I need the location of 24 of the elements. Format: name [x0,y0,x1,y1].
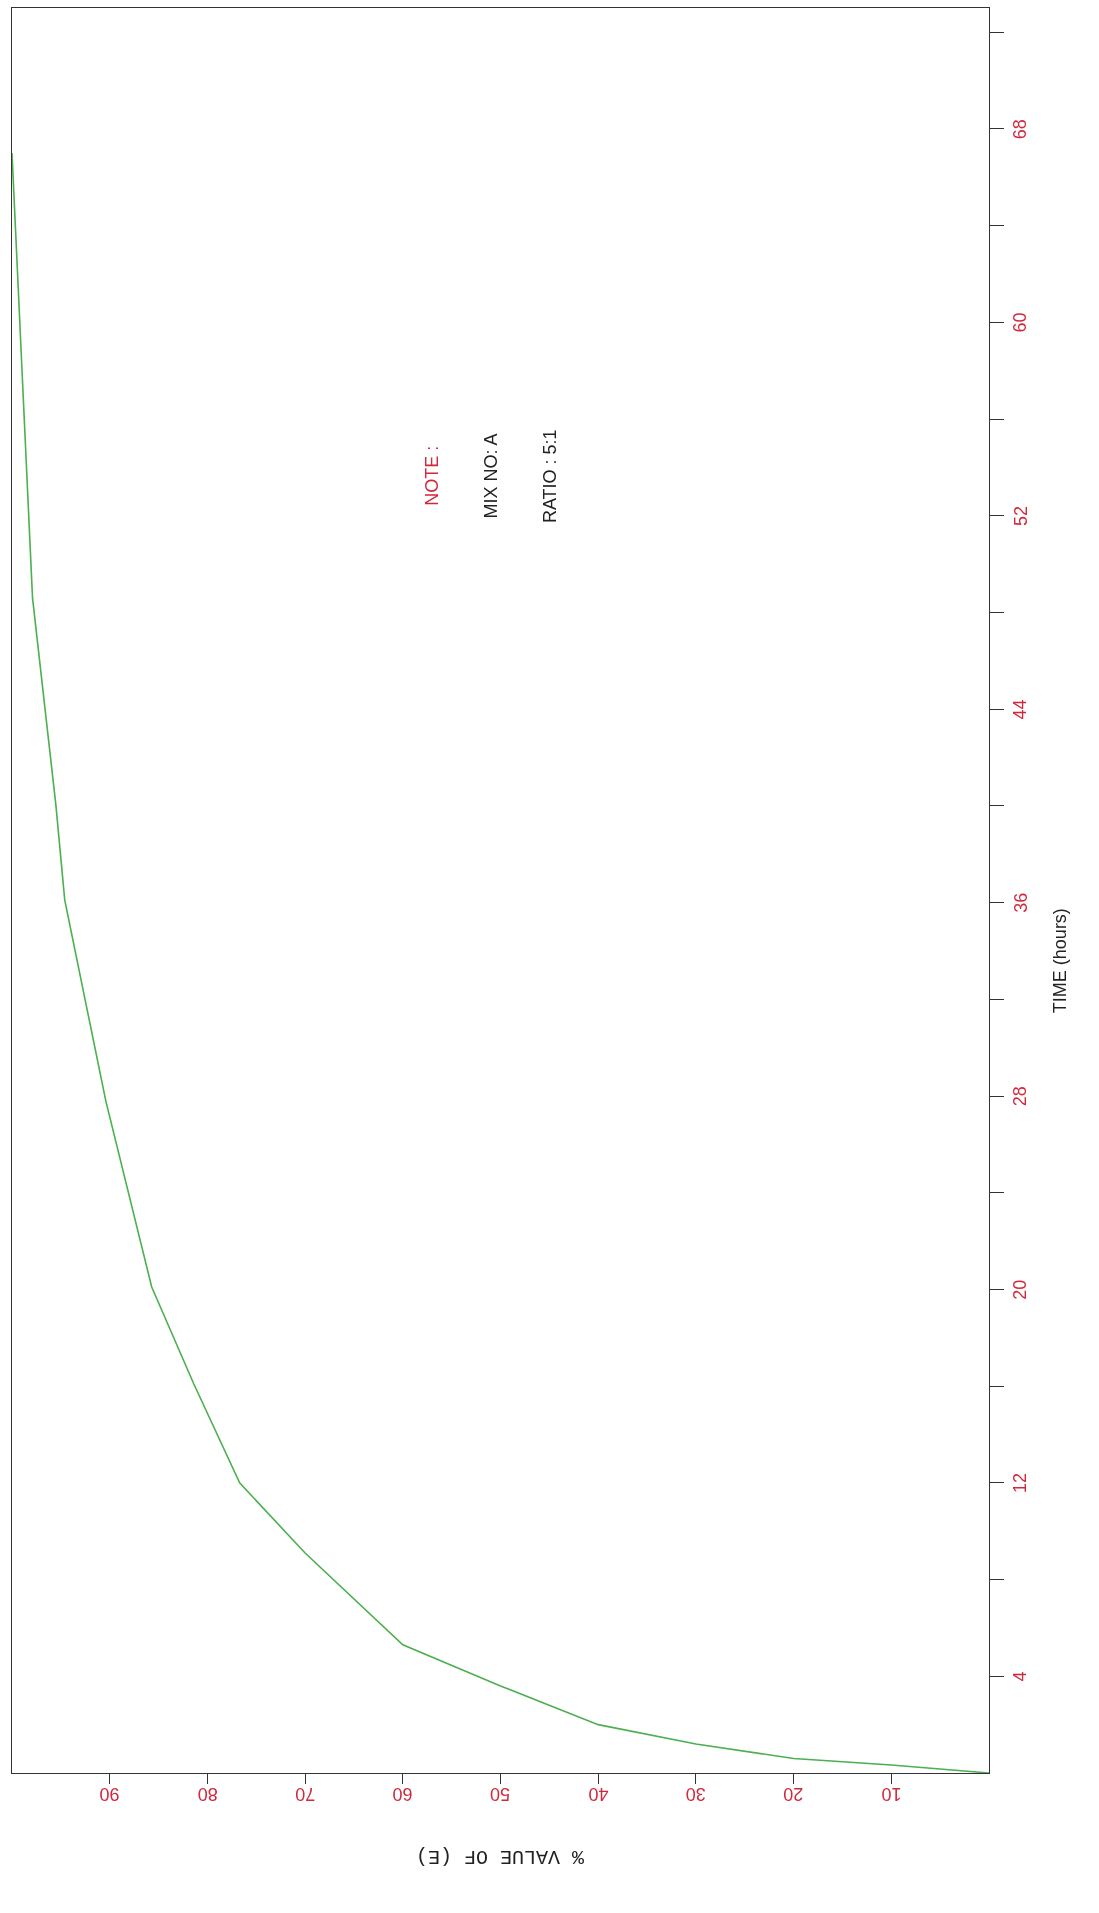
y-tick-label: 20 [1009,1279,1030,1300]
line-series [12,152,989,1773]
y-tick-label: 36 [1010,892,1031,913]
x-tick-label: 70 [295,1784,316,1805]
y-tick-label: 4 [1009,1671,1030,1682]
y-tick-label: 12 [1010,1473,1031,1494]
x-tick-label: 90 [99,1784,120,1805]
x-tick-label: 30 [685,1784,706,1805]
y-axis-title: TIME (hours) [1049,908,1070,1014]
y-tick-label: 44 [1010,699,1031,720]
x-tick-label: 50 [489,1784,510,1805]
annotation: NOTE : [422,445,443,506]
y-tick-label: 60 [1009,312,1030,333]
annotation: RATIO : 5:1 [539,429,560,524]
x-tick-label: 20 [783,1784,804,1805]
annotation: MIX NO: A [481,433,502,519]
x-tick-label: 40 [588,1784,609,1805]
x-axis-title: % VALUE OF (E) [415,1845,584,1869]
y-tick-label: 68 [1010,119,1031,140]
x-tick-label: 80 [197,1784,218,1805]
y-tick-label: 28 [1010,1086,1031,1107]
x-tick-label: 60 [392,1784,413,1805]
x-tick-label: 10 [881,1784,902,1805]
y-tick-label: 52 [1010,505,1031,526]
